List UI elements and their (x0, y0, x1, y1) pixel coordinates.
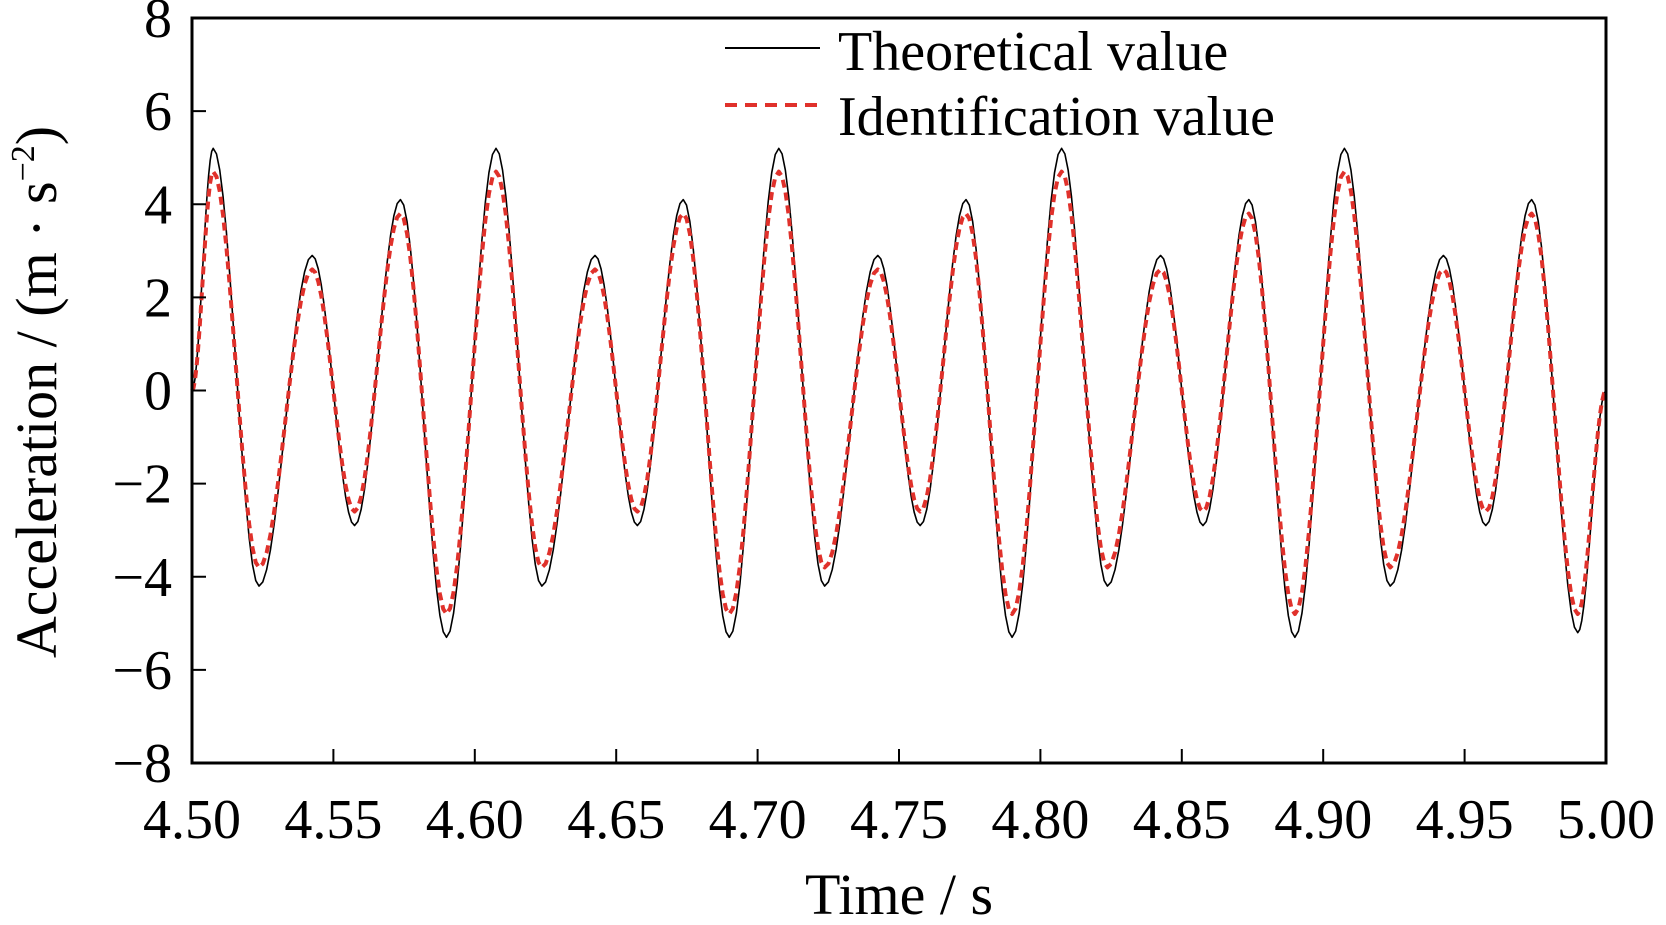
x-axis-title: Time / s (805, 862, 993, 920)
x-tick-label: 4.50 (143, 789, 241, 851)
axis-ticks: 4.50 4.55 4.60 4.65 4.70 4.75 4.80 4.85 4.90 4.95… (112, 0, 1655, 851)
y-tick-label: −8 (112, 733, 172, 795)
x-tick-label: 4.90 (1274, 789, 1372, 851)
y-tick-label: 2 (144, 267, 172, 329)
legend: Theoretical value Identification value (725, 21, 1275, 148)
x-tick-label: 4.65 (567, 789, 665, 851)
y-tick-label: −6 (112, 640, 172, 702)
x-tick-label: 4.75 (850, 789, 948, 851)
y-axis-title-main: Acceleration / (m · s (4, 181, 69, 658)
y-tick-label: −2 (112, 454, 172, 516)
x-tick-label: 4.85 (1133, 789, 1231, 851)
y-axis-title-close: ) (4, 126, 69, 145)
legend-label-theoretical: Theoretical value (838, 21, 1228, 83)
x-tick-label: 4.70 (709, 789, 807, 851)
y-tick-label: 4 (144, 174, 172, 236)
y-axis-title: Acceleration / (m · s−2) (4, 126, 69, 658)
legend-label-identification: Identification value (838, 86, 1275, 148)
y-tick-label: 6 (144, 81, 172, 143)
x-tick-label: 4.95 (1416, 789, 1514, 851)
y-tick-label: −4 (112, 547, 172, 609)
y-axis-title-superscript: −2 (5, 145, 42, 181)
x-tick-label: 5.00 (1557, 789, 1655, 851)
series-layer (190, 147, 1608, 639)
y-tick-label: 8 (144, 0, 172, 50)
x-tick-label: 4.80 (991, 789, 1089, 851)
x-tick-label: 4.60 (426, 789, 524, 851)
y-tick-label: 0 (144, 361, 172, 423)
x-tick-label: 4.55 (284, 789, 382, 851)
series-line-identification (190, 169, 1608, 616)
